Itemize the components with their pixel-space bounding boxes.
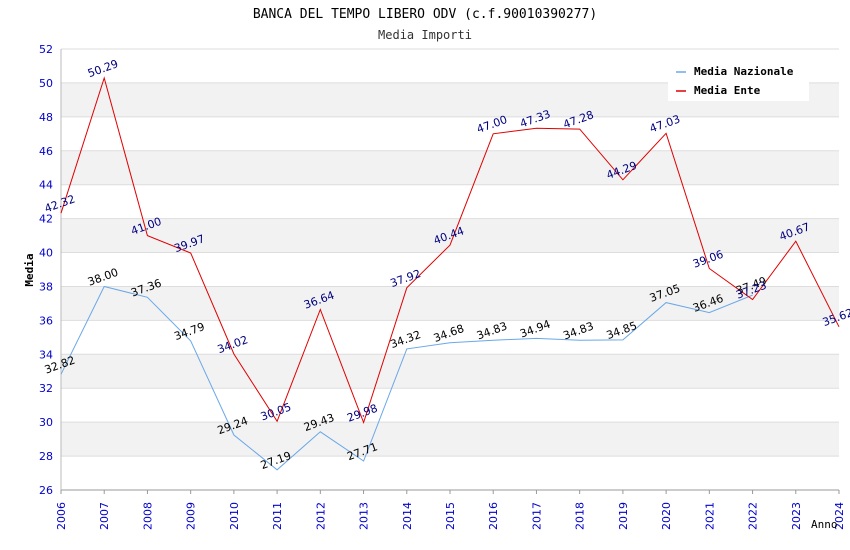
series-lines [60,76,840,471]
legend-label-media-nazionale: Media Nazionale [694,65,794,78]
legend: Media Nazionale Media Ente [668,60,809,101]
data-label-media-nazionale: 34.85 [605,319,639,342]
series-line-media-nazionale [60,285,753,471]
x-tick-label: 2018 [574,502,587,530]
x-tick-label: 2020 [660,502,673,530]
x-tick-label: 2012 [314,502,327,530]
data-label-media-nazionale: 38.00 [86,266,120,289]
y-tick-label: 30 [39,416,53,429]
x-axis-ticks: 2006 2007 2008 2009 2010 2011 2012 2013 2014 2015… [55,490,846,530]
chart-title: BANCA DEL TEMPO LIBERO ODV (c.f.90010390… [253,7,597,22]
data-label-media-nazionale: 34.68 [432,322,466,345]
legend-box [668,60,809,101]
grid-band [61,150,839,185]
y-tick-label: 52 [39,43,53,56]
x-tick-label: 2021 [703,502,716,530]
x-tick-label: 2016 [487,502,500,530]
x-tick-label: 2013 [358,502,371,530]
series-line-media-ente [60,76,840,425]
x-tick-label: 2019 [617,502,630,530]
grid-band [61,218,839,253]
y-tick-label: 48 [39,111,53,124]
y-tick-label: 36 [39,314,53,327]
x-tick-label: 2014 [401,502,414,530]
data-label-media-nazionale: 34.83 [561,319,595,342]
x-tick-label: 2023 [790,502,803,530]
data-label-media-ente: 42.32 [43,192,77,215]
y-tick-label: 42 [39,213,53,226]
y-tick-label: 26 [39,484,53,497]
y-tick-label: 38 [39,280,53,293]
x-tick-label: 2008 [141,502,154,530]
x-tick-label: 2022 [747,502,760,530]
y-tick-label: 32 [39,382,53,395]
grid-band [61,286,839,321]
x-tick-label: 2007 [98,502,111,530]
grid-band [61,354,839,389]
x-tick-label: 2024 [833,502,846,530]
data-label-media-nazionale: 34.94 [518,318,552,341]
x-tick-label: 2006 [55,502,68,530]
x-axis-title: Anno [811,518,838,531]
y-axis-title: Media [23,253,36,286]
y-axis-ticks: 26 28 30 32 34 36 38 40 42 44 46 48 50 52 [39,43,53,497]
y-tick-label: 28 [39,450,53,463]
x-tick-label: 2010 [228,502,241,530]
y-tick-label: 46 [39,145,53,158]
chart-subtitle: Media Importi [378,28,472,42]
data-label-media-nazionale: 34.83 [475,319,509,342]
x-tick-label: 2015 [444,502,457,530]
y-tick-label: 44 [39,179,53,192]
grid-band [61,422,839,457]
y-tick-label: 34 [39,348,53,361]
y-tick-label: 50 [39,77,53,90]
x-tick-label: 2009 [185,502,198,530]
data-label-media-ente: 50.29 [86,57,120,80]
x-tick-label: 2011 [271,502,284,530]
y-tick-label: 40 [39,247,53,260]
data-label-media-ente: 34.02 [216,333,250,356]
legend-label-media-ente: Media Ente [694,84,761,97]
plot-background-bands [61,82,839,457]
x-tick-label: 2017 [530,502,543,530]
data-label-media-ente: 29.98 [345,402,379,425]
